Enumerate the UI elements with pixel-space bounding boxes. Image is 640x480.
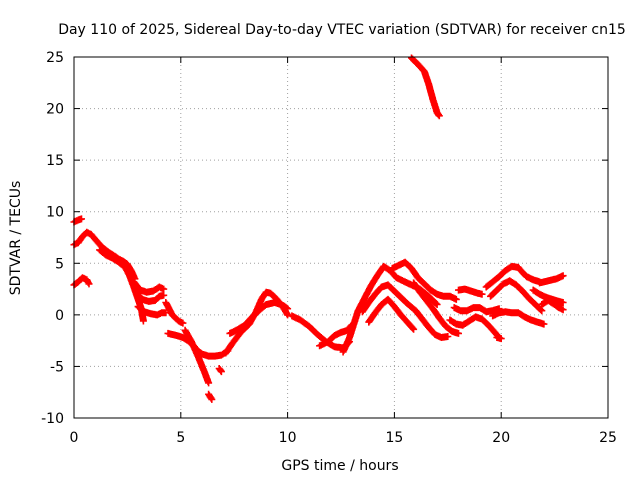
data-series-arc-28 xyxy=(487,277,546,315)
y-tick-label: 25 xyxy=(46,50,64,66)
y-tick-label: -10 xyxy=(41,411,64,427)
y-axis-label: SDTVAR / TECUs xyxy=(8,181,24,296)
data-series-arc-27 xyxy=(482,262,544,291)
data-marker-path xyxy=(538,296,567,314)
data-series-arc-25 xyxy=(455,285,486,298)
data-marker-path xyxy=(536,272,567,287)
data-series-arc-6 xyxy=(132,288,168,305)
x-tick-label: 0 xyxy=(70,430,79,446)
ticks xyxy=(73,56,609,419)
y-tick-label: 15 xyxy=(46,153,64,169)
x-tick-label: 20 xyxy=(492,430,510,446)
data-marker-path xyxy=(70,215,85,226)
y-tick-label: -5 xyxy=(50,359,64,375)
data-series-arc-20 xyxy=(388,258,460,303)
y-tick-label: 5 xyxy=(55,256,64,272)
data-marker-path xyxy=(482,262,544,291)
data-marker-path xyxy=(487,277,546,315)
x-tick-label: 25 xyxy=(599,430,617,446)
data-series-arc-19 xyxy=(365,295,418,333)
data-marker-path xyxy=(388,258,460,303)
x-tick-label: 5 xyxy=(176,430,185,446)
data-series-arc-13 xyxy=(222,288,292,357)
data-marker-path xyxy=(365,295,418,333)
data-marker-path xyxy=(489,308,548,328)
data-series-arc-21 xyxy=(410,279,462,337)
data-marker-path xyxy=(226,299,292,337)
data-marker-path xyxy=(205,390,216,403)
data-marker-path xyxy=(358,281,452,341)
data-marker-path xyxy=(134,303,170,319)
chart-title: Day 110 of 2025, Sidereal Day-to-day VTE… xyxy=(58,22,626,38)
data-marker-path xyxy=(446,313,503,341)
data-series-arc-14 xyxy=(226,299,292,337)
data-series-arc-12 xyxy=(215,365,225,376)
data-series-arc-29 xyxy=(489,308,548,328)
data-series-arc-23 xyxy=(446,313,503,341)
x-tick-label: 15 xyxy=(385,430,403,446)
data-series-arc-18 xyxy=(358,281,452,341)
plot-frame xyxy=(73,56,609,419)
data-layer xyxy=(70,54,567,403)
y-tick-label: 20 xyxy=(46,102,64,118)
data-marker-path xyxy=(130,278,168,296)
data-series-arc-31 xyxy=(536,272,567,287)
data-marker-path xyxy=(410,279,462,337)
data-series-arc-10 xyxy=(181,326,213,387)
data-marker-path xyxy=(450,304,503,316)
data-marker-path xyxy=(408,54,443,120)
y-tick-label: 10 xyxy=(46,205,64,221)
data-marker-path xyxy=(222,288,292,357)
data-marker-path xyxy=(455,285,486,298)
data-marker-path xyxy=(215,365,225,376)
tick-labels: 0 5 10 15 20 25 -10 -5 0 5 10 15 20 25 xyxy=(41,50,617,446)
data-marker-path xyxy=(162,299,187,327)
data-series-arc-11 xyxy=(205,390,216,403)
data-marker-path xyxy=(339,262,441,356)
x-tick-label: 10 xyxy=(279,430,297,446)
data-series-arc-17 xyxy=(339,262,441,356)
data-series-arc-24 xyxy=(450,304,503,316)
data-marker-path xyxy=(132,288,168,305)
data-marker-path xyxy=(493,334,505,343)
data-series-arc-5 xyxy=(130,278,168,296)
grid xyxy=(74,57,608,418)
data-series-arc-32 xyxy=(538,296,567,314)
data-series-arc-22 xyxy=(408,54,443,120)
data-series-arc-8 xyxy=(162,299,187,327)
data-series-arc-26 xyxy=(493,334,505,343)
data-series-arc-1 xyxy=(70,215,85,226)
y-tick-label: 0 xyxy=(55,308,64,324)
data-series-arc-7 xyxy=(134,303,170,319)
x-axis-label: GPS time / hours xyxy=(281,458,398,474)
data-marker-path xyxy=(181,326,213,387)
